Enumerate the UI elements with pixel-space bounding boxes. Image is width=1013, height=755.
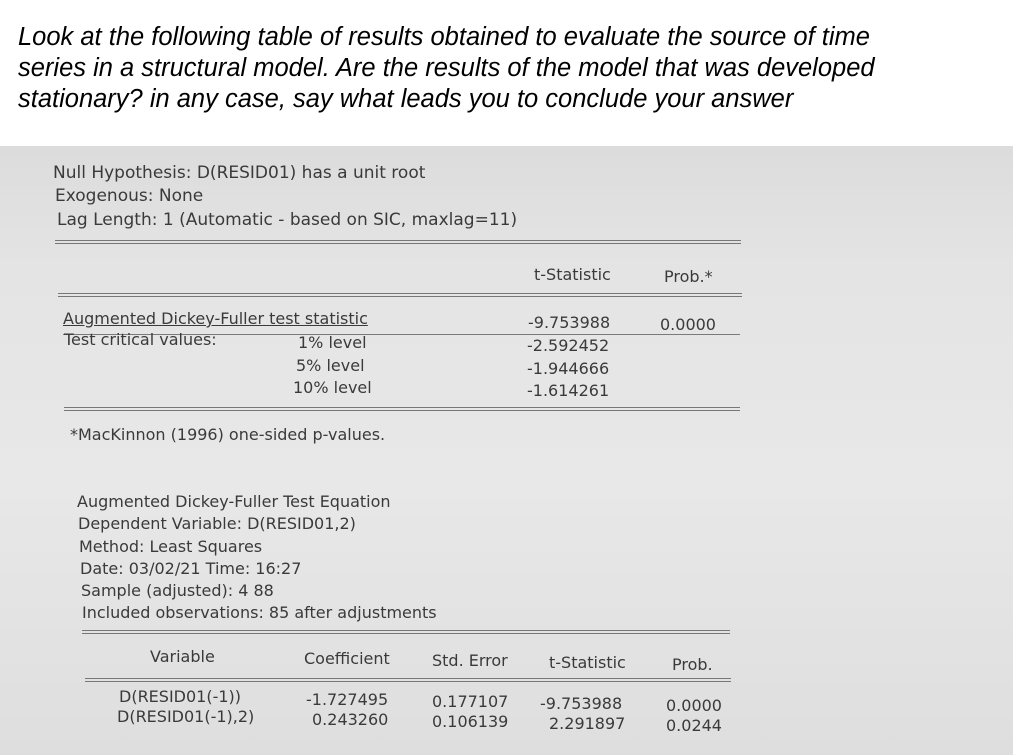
- table-rule: [55, 240, 741, 244]
- coef-header: Coefficient: [304, 649, 390, 668]
- coef-header: Prob.: [672, 655, 713, 674]
- level-value: -1.944666: [527, 359, 610, 378]
- coef-header: Std. Error: [432, 651, 508, 670]
- coef-header: t-Statistic: [549, 653, 626, 672]
- table-row-tstat: -9.753988: [540, 694, 623, 713]
- date-time: Date: 03/02/21 Time: 16:27: [80, 559, 302, 578]
- table-row-std-error: 0.177107: [432, 692, 509, 711]
- level-label: 1% level: [298, 333, 367, 352]
- equation-title: Augmented Dickey-Fuller Test Equation: [77, 492, 391, 511]
- method: Method: Least Squares: [79, 537, 263, 556]
- table-row-coefficient: 0.243260: [312, 710, 389, 729]
- level-value: -1.614261: [527, 381, 610, 400]
- question-line: stationary? in any case, say what leads …: [18, 85, 794, 113]
- adf-tstat-value: -9.753988: [528, 313, 611, 332]
- level-label: 5% level: [296, 356, 365, 375]
- table-row-coefficient: -1.727495: [306, 690, 389, 709]
- coef-header: Variable: [150, 647, 215, 666]
- lag-length: Lag Length: 1 (Automatic - based on SIC,…: [57, 210, 518, 230]
- col-header-prob: Prob.*: [664, 267, 713, 286]
- level-value: -2.592452: [527, 336, 610, 355]
- exogenous: Exogenous: None: [55, 186, 204, 206]
- level-label: 10% level: [293, 378, 372, 397]
- table-row-tstat: 2.291897: [549, 714, 626, 733]
- table-row-prob: 0.0244: [666, 716, 722, 735]
- footnote: *MacKinnon (1996) one-sided p-values.: [70, 425, 386, 444]
- question-text: Look at the following table of results o…: [18, 22, 998, 115]
- table-rule: [58, 293, 742, 297]
- dependent-variable: Dependent Variable: D(RESID01,2): [78, 514, 356, 533]
- table-row-prob: 0.0000: [666, 696, 722, 715]
- question-line: Look at the following table of results o…: [18, 23, 870, 51]
- table-row-variable: D(RESID01(-1),2): [117, 707, 255, 726]
- question-line: series in a structural model. Are the re…: [18, 54, 875, 82]
- table-row-variable: D(RESID01(-1)): [119, 687, 242, 706]
- table-rule: [64, 407, 740, 411]
- table-rule: [85, 678, 731, 682]
- table-rule: [82, 630, 730, 634]
- eviews-output-photo: Null Hypothesis: D(RESID01) has a unit r…: [0, 146, 1013, 755]
- row-rule: [63, 334, 740, 335]
- adf-stat-label: Augmented Dickey-Fuller test statistic: [63, 309, 368, 328]
- table-row-std-error: 0.106139: [432, 712, 509, 731]
- col-header-tstat: t-Statistic: [534, 265, 611, 284]
- sample-adjusted: Sample (adjusted): 4 88: [81, 581, 274, 600]
- included-observations: Included observations: 85 after adjustme…: [82, 603, 437, 622]
- critical-values-label: Test critical values:: [64, 330, 217, 349]
- adf-prob-value: 0.0000: [660, 315, 716, 334]
- null-hypothesis: Null Hypothesis: D(RESID01) has a unit r…: [53, 163, 426, 183]
